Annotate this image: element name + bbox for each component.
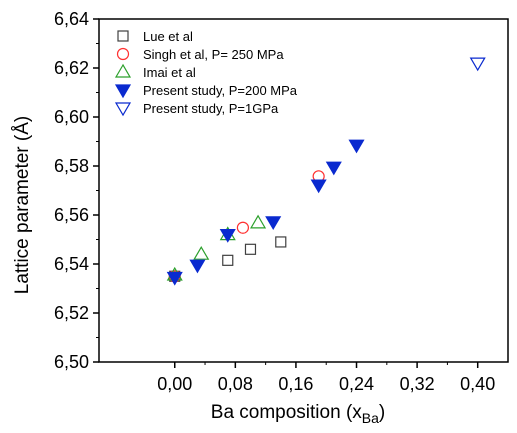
y-tick-label: 6,64 bbox=[54, 9, 89, 29]
legend-label: Present study, P=200 MPa bbox=[143, 83, 298, 98]
data-point bbox=[244, 243, 257, 255]
data-point bbox=[236, 221, 250, 234]
data-point bbox=[189, 259, 206, 274]
data-point bbox=[469, 57, 486, 72]
x-axis-ticks: 0,00 0,08 0,16 0,24 0,32 0,40 bbox=[157, 362, 495, 394]
data-point bbox=[265, 216, 282, 231]
data-markers bbox=[166, 57, 486, 286]
y-tick-label: 6,58 bbox=[54, 156, 89, 176]
data-point bbox=[222, 254, 234, 266]
x-tick-label: 0,16 bbox=[278, 374, 313, 394]
y-tick-label: 6,62 bbox=[54, 58, 89, 78]
legend-label: Lue et al bbox=[143, 29, 193, 44]
y-tick-label: 6,56 bbox=[54, 205, 89, 225]
legend-marker bbox=[117, 30, 129, 42]
y-axis-ticks: 6,50 6,52 6,54 6,56 6,58 6,60 6,62 6,64 bbox=[54, 9, 99, 372]
legend: Lue et al Singh et al, P= 250 MPa Imai et … bbox=[114, 29, 298, 117]
x-tick-label: 0,40 bbox=[460, 374, 495, 394]
legend-marker bbox=[114, 102, 132, 117]
data-point bbox=[325, 161, 342, 176]
x-axis-title-subscript: Ba bbox=[362, 410, 379, 426]
x-axis-title-main: Ba composition (x bbox=[211, 402, 363, 423]
data-point bbox=[193, 246, 210, 260]
x-axis-title: Ba composition (xBa) bbox=[211, 402, 385, 426]
legend-marker bbox=[114, 84, 132, 99]
y-tick-label: 6,60 bbox=[54, 107, 89, 127]
data-point bbox=[275, 236, 287, 248]
legend-marker bbox=[116, 47, 130, 61]
y-tick-label: 6,50 bbox=[54, 352, 89, 372]
y-tick-label: 6,54 bbox=[54, 254, 89, 274]
data-point bbox=[219, 229, 236, 243]
legend-label: Present study, P=1GPa bbox=[143, 101, 279, 116]
x-tick-label: 0,00 bbox=[157, 374, 192, 394]
legend-label: Imai et al bbox=[143, 65, 196, 80]
y-tick-label: 6,52 bbox=[54, 303, 89, 323]
y-axis-title: Lattice parameter (Å) bbox=[12, 116, 33, 294]
legend-marker bbox=[114, 63, 132, 78]
x-tick-label: 0,24 bbox=[339, 374, 374, 394]
data-point bbox=[166, 271, 183, 286]
legend-label: Singh et al, P= 250 MPa bbox=[143, 47, 284, 62]
x-tick-label: 0,08 bbox=[218, 374, 253, 394]
data-point bbox=[250, 214, 267, 229]
x-tick-label: 0,32 bbox=[400, 374, 435, 394]
data-point bbox=[348, 139, 365, 154]
x-axis-title-close: ) bbox=[379, 402, 385, 423]
data-point bbox=[310, 179, 327, 194]
